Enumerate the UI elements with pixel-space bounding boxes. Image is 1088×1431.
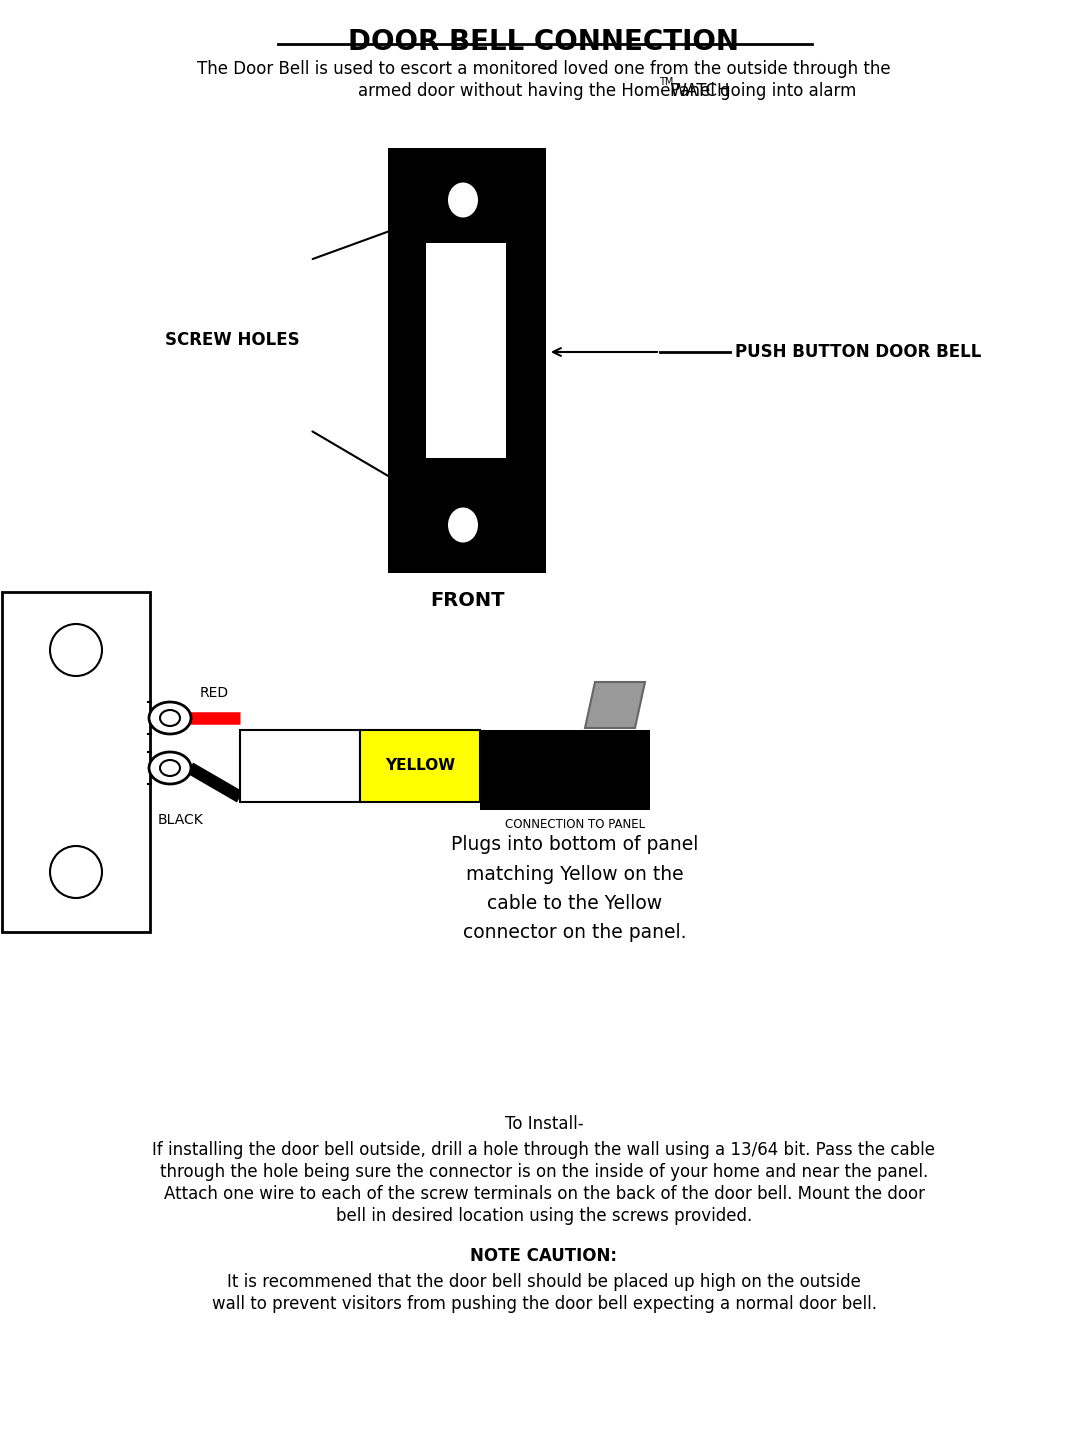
Polygon shape (585, 683, 645, 728)
Ellipse shape (448, 508, 478, 542)
Text: Attach one wire to each of the screw terminals on the back of the door bell. Mou: Attach one wire to each of the screw ter… (163, 1185, 925, 1203)
Text: wall to prevent visitors from pushing the door bell expecting a normal door bell: wall to prevent visitors from pushing th… (211, 1295, 877, 1314)
Text: To Install-: To Install- (505, 1115, 583, 1133)
Text: FRONT: FRONT (430, 591, 504, 610)
Ellipse shape (160, 710, 180, 726)
Bar (360, 730, 480, 801)
Text: PUSH BUTTON DOOR BELL: PUSH BUTTON DOOR BELL (735, 343, 981, 361)
Text: If installing the door bell outside, drill a hole through the wall using a 13/64: If installing the door bell outside, dri… (152, 1141, 936, 1159)
Bar (2, 592, 150, 932)
Text: NOTE CAUTION:: NOTE CAUTION: (470, 1246, 618, 1265)
Text: TM: TM (659, 77, 673, 87)
Bar (240, 730, 360, 801)
Circle shape (50, 624, 102, 675)
Text: through the hole being sure the connector is on the inside of your home and near: through the hole being sure the connecto… (160, 1163, 928, 1181)
Ellipse shape (149, 753, 191, 784)
Ellipse shape (160, 760, 180, 776)
Text: RED: RED (200, 685, 230, 700)
Bar (426, 243, 506, 458)
Ellipse shape (149, 703, 191, 734)
Bar (480, 730, 650, 810)
Text: The Door Bell is used to escort a monitored loved one from the outside through t: The Door Bell is used to escort a monito… (197, 60, 891, 79)
Text: It is recommened that the door bell should be placed up high on the outside: It is recommened that the door bell shou… (227, 1274, 861, 1291)
Text: Plugs into bottom of panel
matching Yellow on the
cable to the Yellow
connector : Plugs into bottom of panel matching Yell… (452, 836, 698, 943)
Text: BLACK: BLACK (158, 813, 203, 827)
Ellipse shape (448, 183, 478, 218)
Circle shape (50, 846, 102, 899)
Text: CONNECTION TO PANEL: CONNECTION TO PANEL (505, 819, 645, 831)
Bar (388, 147, 546, 572)
Text: bell in desired location using the screws provided.: bell in desired location using the screw… (336, 1206, 752, 1225)
Text: YELLOW: YELLOW (385, 758, 455, 774)
Text: SCREW HOLES: SCREW HOLES (165, 331, 299, 349)
Text: armed door without having the HomeWATCH: armed door without having the HomeWATCH (358, 82, 730, 100)
Text: DOOR BELL CONNECTION: DOOR BELL CONNECTION (348, 29, 740, 56)
Text: Panel going into alarm: Panel going into alarm (670, 82, 856, 100)
